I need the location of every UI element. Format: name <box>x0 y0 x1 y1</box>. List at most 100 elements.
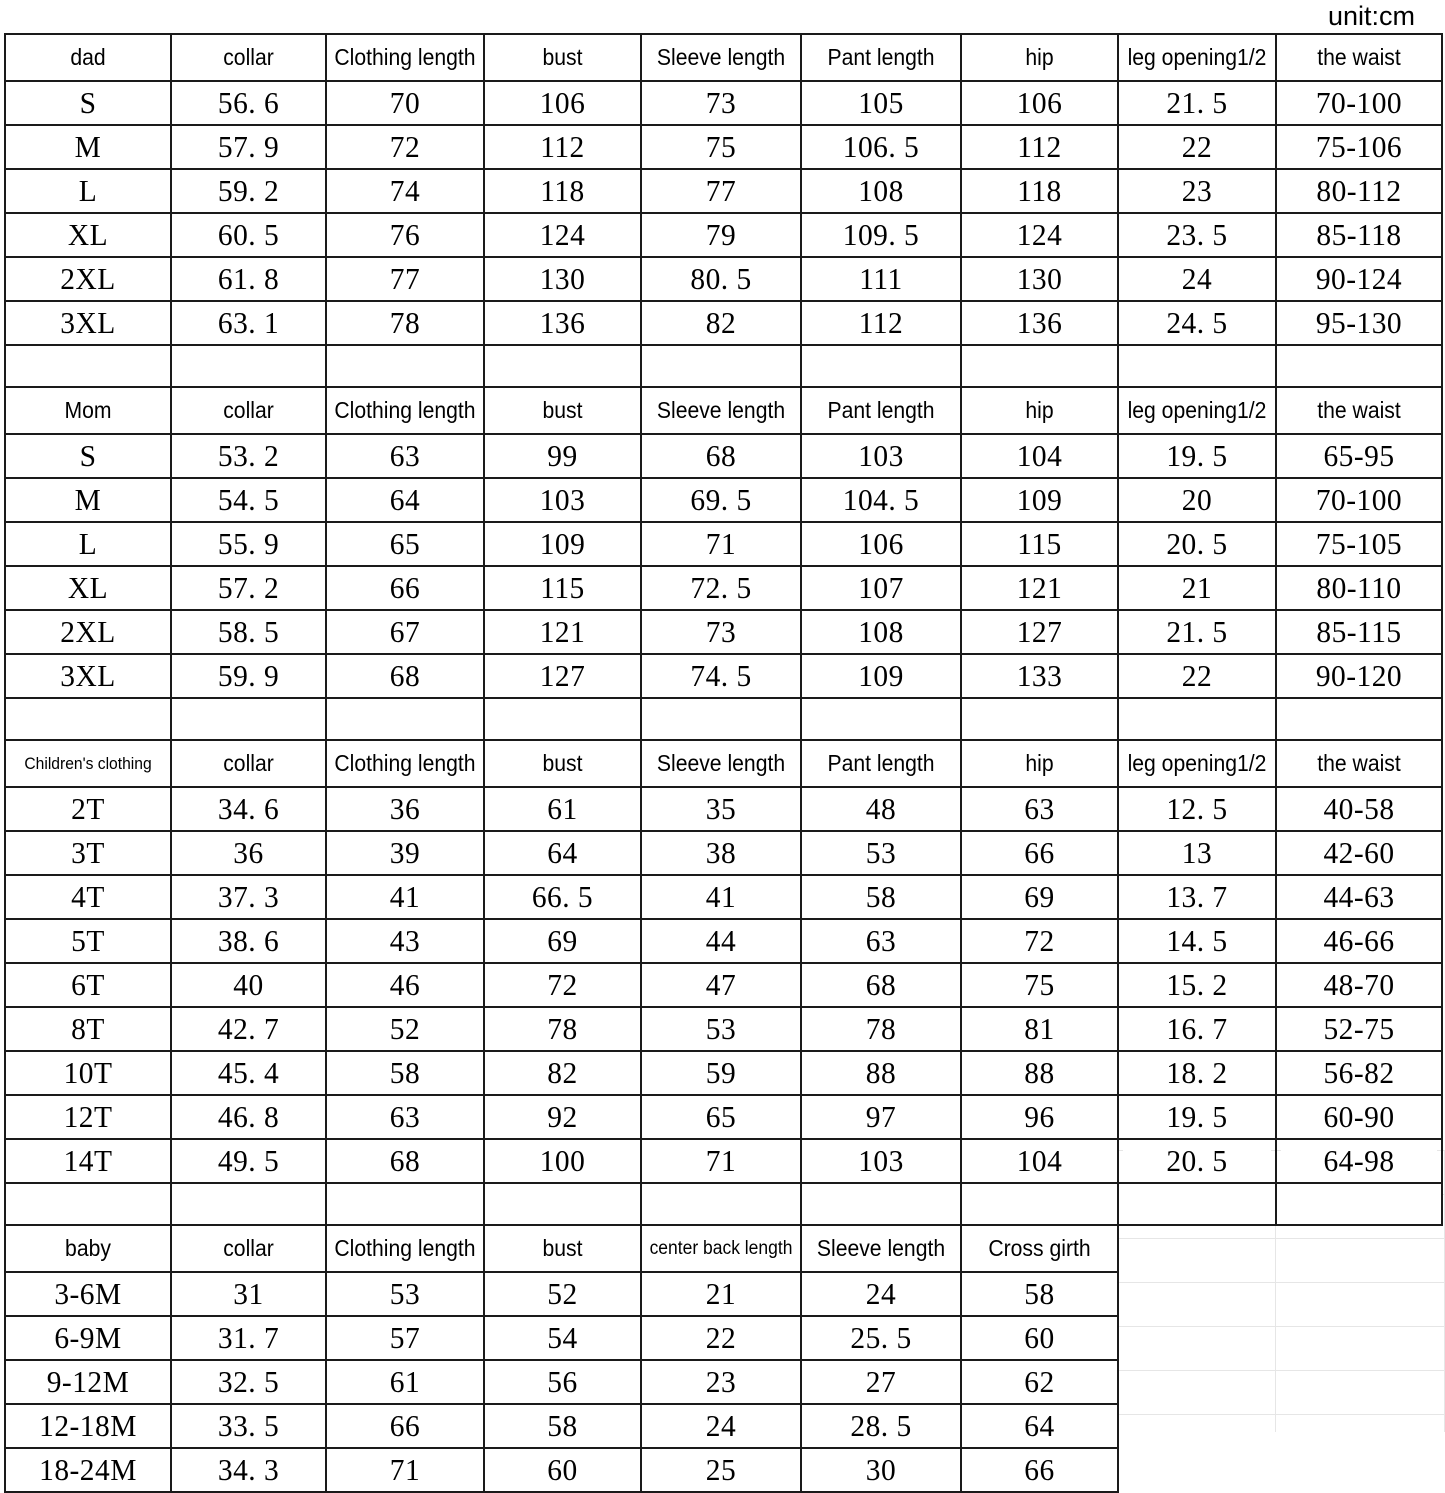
measurement-value: 68 <box>329 1138 481 1184</box>
size-label: 4T <box>8 874 168 920</box>
size-label: L <box>8 521 168 567</box>
measurement-value: 13 <box>1120 830 1273 876</box>
measurement-value: 56 <box>486 1359 639 1405</box>
spacer-cell <box>325 1182 485 1226</box>
size-label: S <box>8 80 168 126</box>
measurement-value: 62 <box>963 1359 1116 1405</box>
measurement-value: 70-100 <box>1279 80 1439 126</box>
measurement-value: 53 <box>329 1271 481 1317</box>
empty-area <box>1122 1404 1272 1448</box>
measurement-value: 118 <box>486 168 639 214</box>
section-spacer-row <box>4 697 1443 741</box>
measurement-value: 18. 2 <box>1120 1050 1273 1096</box>
measurement-value: 99 <box>486 433 639 479</box>
measurement-value: 13. 7 <box>1120 874 1273 920</box>
measurement-value: 75-105 <box>1279 521 1439 567</box>
measurement-value: 75 <box>963 962 1116 1008</box>
spacer-cell <box>960 697 1119 741</box>
measurement-value: 23 <box>644 1359 798 1405</box>
size-label: XL <box>8 565 168 611</box>
measurement-value: 68 <box>329 653 481 699</box>
measurement-value: 136 <box>486 300 639 346</box>
column-header: Sleeve length <box>646 739 796 788</box>
size-label: 3XL <box>8 300 168 346</box>
size-label: 2XL <box>8 256 168 302</box>
measurement-value: 65-95 <box>1279 433 1439 479</box>
size-label: 12T <box>8 1094 168 1140</box>
table-row: 12-18M 33. 5 66 58 24 28. 5 64 <box>5 1403 1442 1449</box>
measurement-value: 37. 3 <box>173 874 324 920</box>
section-header-row: dad collar Clothing length bust Sleeve lengt… <box>5 33 1442 82</box>
measurement-value: 106 <box>486 80 639 126</box>
spacer-cell <box>640 697 802 741</box>
measurement-value: 115 <box>963 521 1116 567</box>
empty-area <box>1124 1225 1269 1272</box>
measurement-value: 64 <box>329 477 481 523</box>
measurement-value: 66 <box>963 830 1116 876</box>
measurement-value: 53 <box>804 830 958 876</box>
measurement-value: 25 <box>644 1447 798 1493</box>
table-row: L 55. 9 65 109 71 106 115 20. 5 75-105 <box>5 521 1442 567</box>
measurement-value: 63 <box>329 1094 481 1140</box>
table-row: 10T 45. 4 58 82 59 88 88 18. 2 56-82 <box>5 1050 1442 1096</box>
measurement-value: 59. 2 <box>173 168 324 214</box>
spacer-cell <box>960 344 1119 388</box>
spacer-cell <box>4 344 172 388</box>
table-row: 4T 37. 3 41 66. 5 41 58 69 13. 7 44-63 <box>5 874 1442 920</box>
measurement-value: 109 <box>486 521 639 567</box>
measurement-value: 20 <box>1120 477 1273 523</box>
measurement-value: 54. 5 <box>173 477 324 523</box>
measurement-value: 24. 5 <box>1120 300 1273 346</box>
spacer-cell <box>800 344 962 388</box>
measurement-value: 85-115 <box>1279 609 1439 655</box>
measurement-value: 104 <box>963 1138 1116 1184</box>
spacer-cell <box>4 697 172 741</box>
measurement-value: 103 <box>804 1138 958 1184</box>
measurement-value: 21. 5 <box>1120 609 1273 655</box>
measurement-value: 16. 7 <box>1120 1006 1273 1052</box>
size-label: XL <box>8 212 168 258</box>
measurement-value: 46. 8 <box>173 1094 324 1140</box>
measurement-value: 58 <box>329 1050 481 1096</box>
measurement-value: 40-58 <box>1279 786 1439 832</box>
table-row: XL 57. 2 66 115 72. 5 107 121 21 80-110 <box>5 565 1442 611</box>
measurement-value: 63. 1 <box>173 300 324 346</box>
measurement-value: 61. 8 <box>173 256 324 302</box>
measurement-value: 77 <box>329 256 481 302</box>
measurement-value: 36 <box>173 830 324 876</box>
spacer-cell <box>800 1182 962 1226</box>
measurement-value: 48 <box>804 786 958 832</box>
measurement-value: 71 <box>644 521 798 567</box>
measurement-value: 38 <box>644 830 798 876</box>
measurement-value: 55. 9 <box>173 521 324 567</box>
measurement-value: 39 <box>329 830 481 876</box>
measurement-value: 63 <box>329 433 481 479</box>
spacer-cell <box>1117 344 1277 388</box>
size-label: 12-18M <box>8 1403 168 1449</box>
measurement-value: 45. 4 <box>173 1050 324 1096</box>
spacer-cell <box>170 344 327 388</box>
size-label: 2T <box>8 786 168 832</box>
column-header: Pant length <box>806 386 956 435</box>
measurement-value: 73 <box>644 80 798 126</box>
measurement-value: 43 <box>329 918 481 964</box>
measurement-value: 106 <box>963 80 1116 126</box>
measurement-value: 19. 5 <box>1120 433 1273 479</box>
empty-area <box>1122 1448 1272 1492</box>
section-label-baby: baby <box>10 1224 166 1273</box>
section-label-dad: dad <box>10 33 166 82</box>
measurement-value: 21. 5 <box>1120 80 1273 126</box>
measurement-value: 70-100 <box>1279 477 1439 523</box>
measurement-value: 46-66 <box>1279 918 1439 964</box>
column-header: hip <box>966 739 1113 788</box>
measurement-value: 77 <box>644 168 798 214</box>
size-label: 3-6M <box>8 1271 168 1317</box>
measurement-value: 69 <box>963 874 1116 920</box>
section-header-row: Mom collar Clothing length bust Sleeve lengt… <box>5 386 1442 435</box>
table-row: 3XL 63. 1 78 136 82 112 136 24. 5 95-130 <box>5 300 1442 346</box>
table-row: 12T 46. 8 63 92 65 97 96 19. 5 60-90 <box>5 1094 1442 1140</box>
column-header: Pant length <box>806 739 956 788</box>
column-header: Clothing length <box>331 33 479 82</box>
measurement-value: 61 <box>329 1359 481 1405</box>
measurement-value: 115 <box>486 565 639 611</box>
